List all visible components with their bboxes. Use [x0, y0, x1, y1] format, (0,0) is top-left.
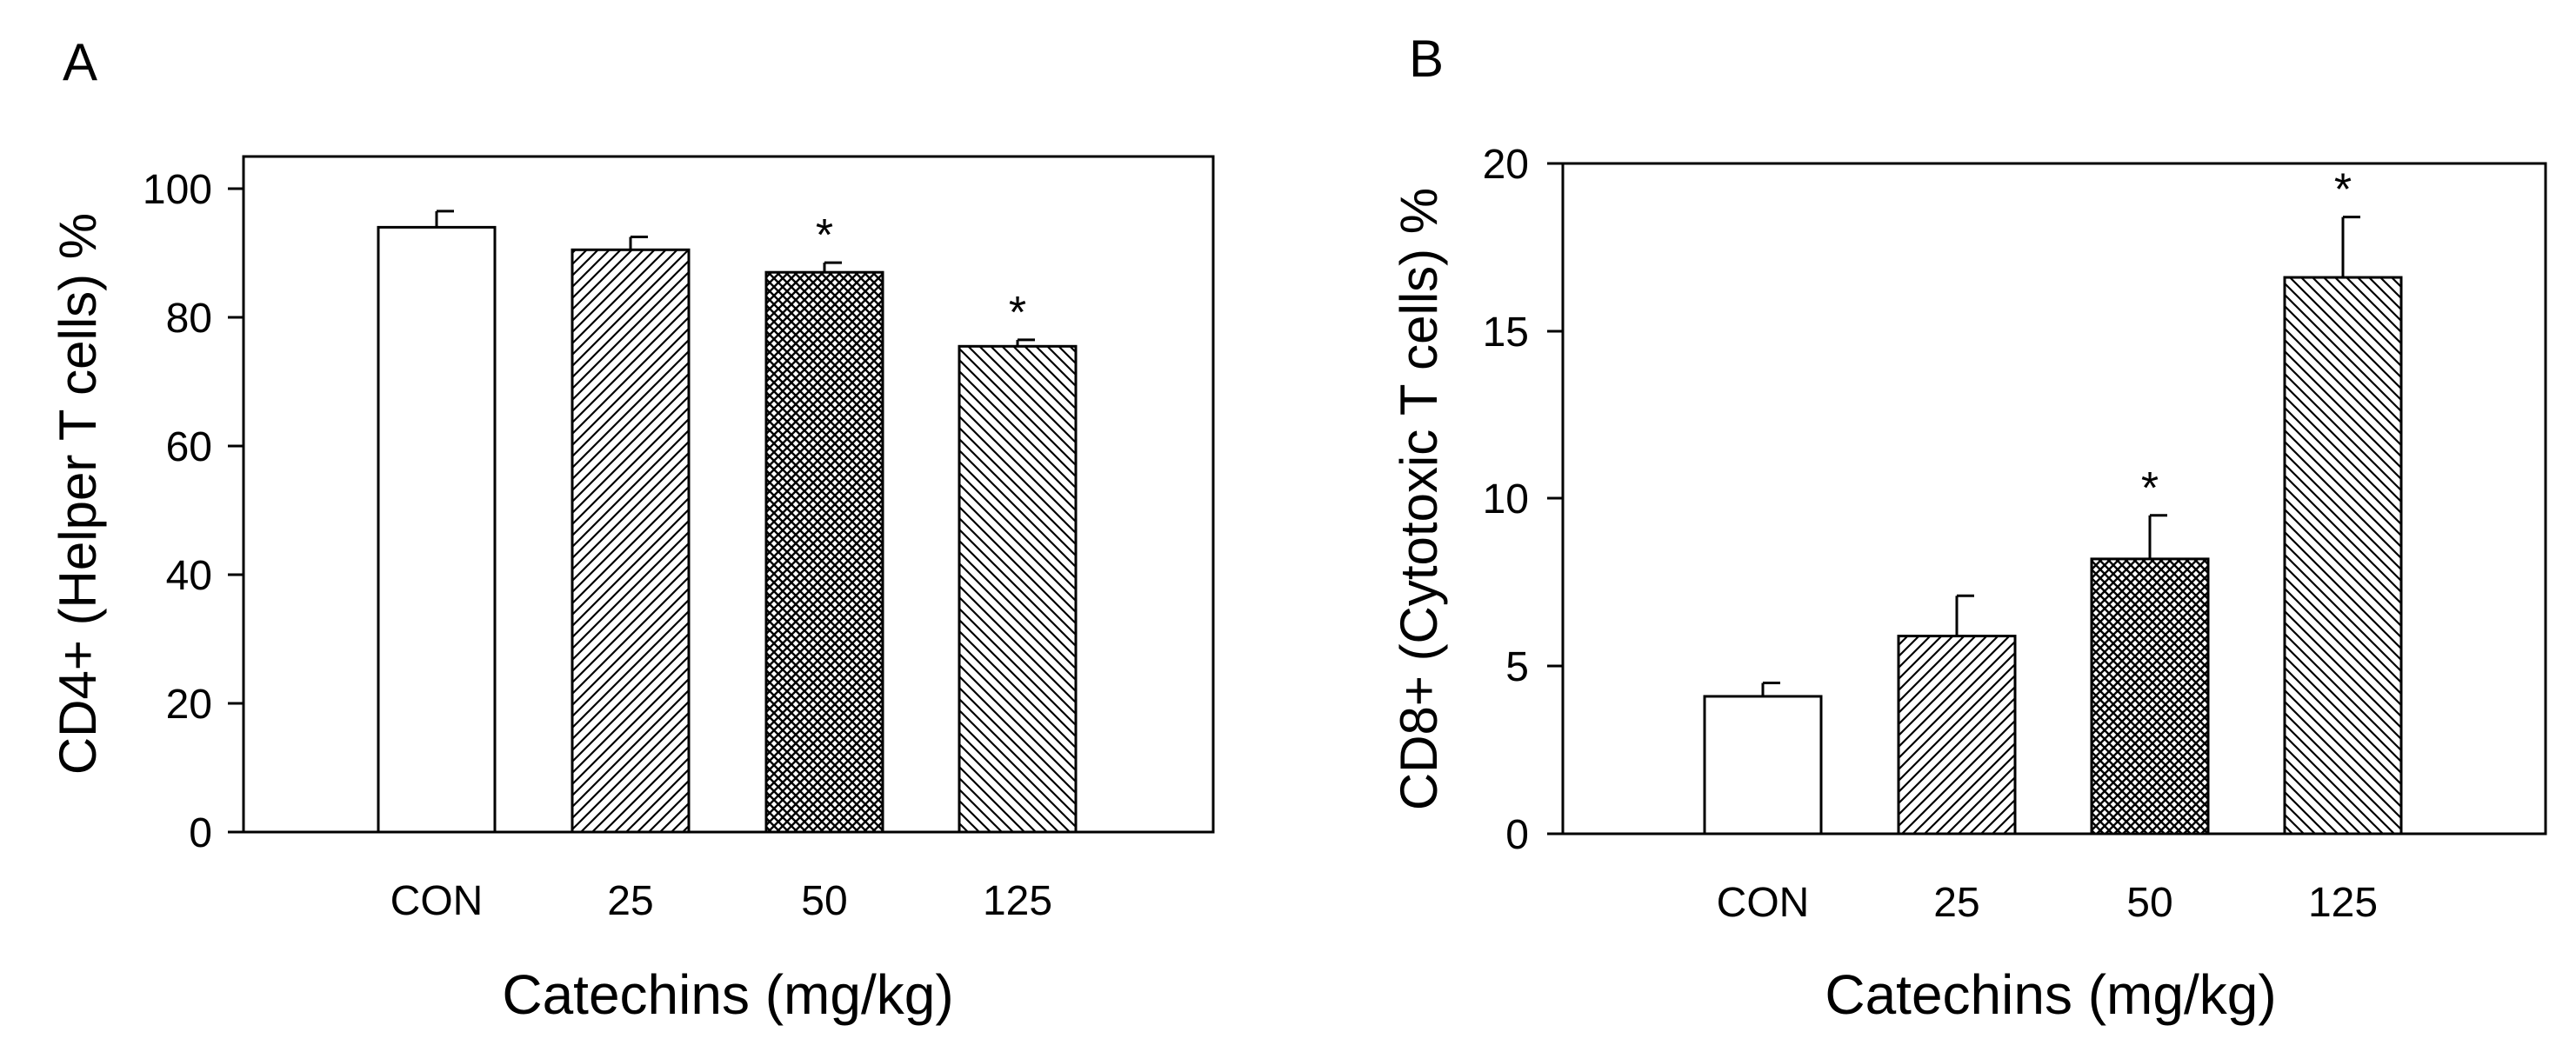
y-tick-label-b-4: 20: [1483, 142, 1529, 188]
bar-a-2: [764, 270, 884, 834]
plot-frame-a: [242, 155, 1215, 834]
x-tick-label-b-1: 25: [1933, 880, 1979, 926]
y-tick-a-3: 60: [166, 424, 244, 470]
bar-a-0: [377, 225, 497, 834]
y-tick-a-2: 40: [166, 553, 244, 599]
y-tick-label-b-2: 10: [1483, 476, 1529, 523]
y-tick-label-a-3: 60: [166, 424, 212, 470]
y-tick-b-3: 15: [1483, 310, 1563, 356]
y-tick-label-a-2: 40: [166, 553, 212, 599]
y-tick-a-1: 20: [166, 682, 244, 728]
bar-b-0: [1703, 695, 1823, 836]
bar-a-3: [958, 344, 1078, 834]
bar-a-1: [571, 248, 691, 834]
y-tick-a-4: 80: [166, 296, 244, 342]
y-tick-b-1: 5: [1505, 644, 1563, 690]
y-tick-label-a-0: 0: [189, 810, 212, 856]
y-tick-a-0: 0: [189, 810, 244, 856]
panel-a: A CD4+ (Helper T cells) % Catechins (mg/…: [49, 33, 1215, 1026]
x-tick-label-b-3: 125: [2308, 880, 2378, 926]
significance-star-b-2: *: [2141, 463, 2159, 514]
x-tick-label-a-2: 50: [801, 878, 847, 924]
x-tick-label-a-0: CON: [390, 878, 484, 924]
y-axis-title-b: CD8+ (Cytotoxic T cells) %: [1390, 188, 1448, 810]
y-axis-title-a: CD4+ (Helper T cells) %: [49, 213, 107, 775]
x-tick-label-b-2: 50: [2126, 880, 2172, 926]
bars-b: **: [1703, 165, 2403, 836]
bar-b-2: [2090, 557, 2210, 836]
panel-b: B CD8+ (Cytotoxic T cells) % Catechins (…: [1390, 30, 2547, 1026]
y-tick-label-b-1: 5: [1505, 644, 1529, 690]
x-axis-title-b: Catechins (mg/kg): [1825, 963, 2276, 1026]
panel-label-a: A: [63, 33, 97, 91]
y-tick-b-2: 10: [1483, 476, 1563, 523]
y-tick-label-a-1: 20: [166, 682, 212, 728]
bars-a: **: [377, 210, 1078, 834]
y-tick-a-5: 100: [143, 167, 244, 213]
x-tick-label-a-3: 125: [983, 878, 1052, 924]
x-axis-title-a: Catechins (mg/kg): [502, 963, 953, 1026]
x-tick-label-b-0: CON: [1717, 880, 1810, 926]
y-tick-label-a-5: 100: [143, 167, 212, 213]
panel-label-b: B: [1409, 30, 1444, 88]
y-tick-label-b-3: 15: [1483, 310, 1529, 356]
significance-star-a-2: *: [816, 210, 833, 261]
y-tick-b-0: 0: [1505, 812, 1563, 858]
x-tick-label-a-1: 25: [607, 878, 653, 924]
y-tick-label-b-0: 0: [1505, 812, 1529, 858]
y-tick-label-a-4: 80: [166, 296, 212, 342]
significance-star-b-3: *: [2334, 165, 2352, 216]
y-tick-b-4: 20: [1483, 142, 1563, 188]
bar-b-1: [1897, 635, 2017, 836]
bar-b-3: [2283, 276, 2403, 836]
significance-star-a-3: *: [1009, 288, 1026, 338]
